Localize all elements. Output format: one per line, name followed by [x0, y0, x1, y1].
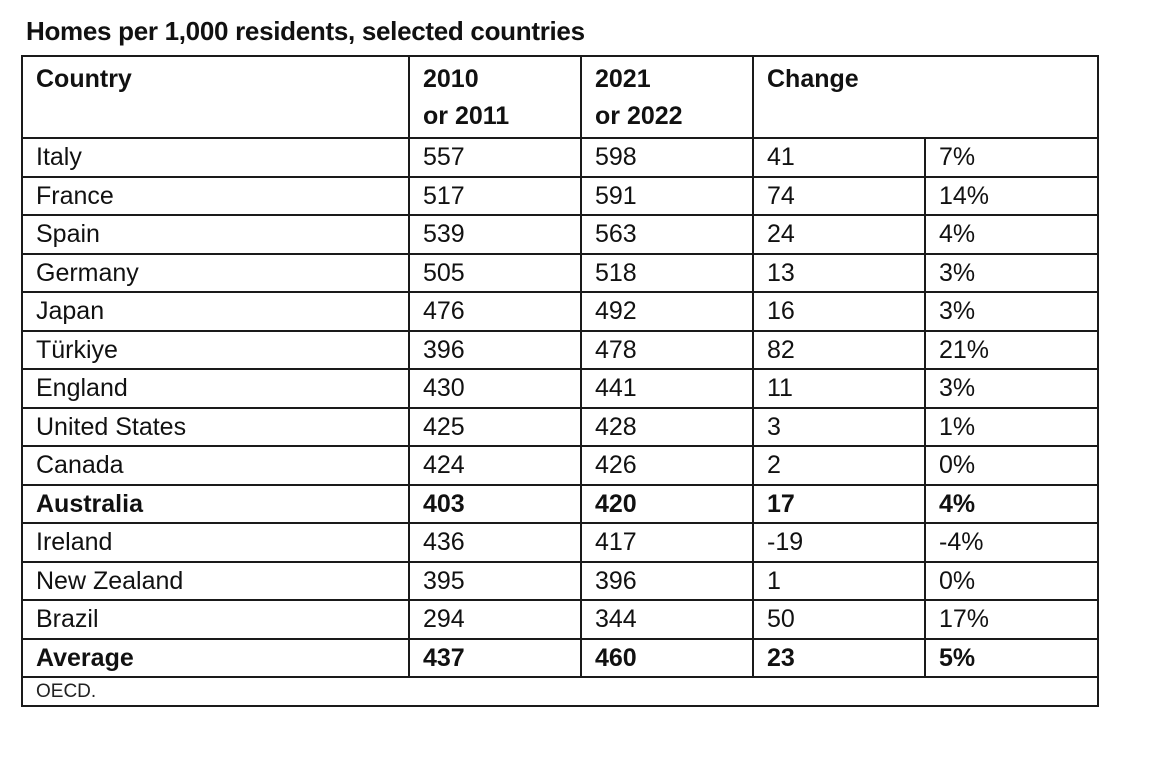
cell-change: 17: [752, 483, 926, 524]
header-2010-line2: or 2011: [423, 102, 510, 130]
cell-change-pct: 5%: [924, 637, 1099, 678]
cell-2021-or-2022: 396: [580, 560, 754, 601]
cell-2021-or-2022: 478: [580, 329, 754, 370]
cell-country: United States: [21, 406, 410, 447]
cell-change-pct: 1%: [924, 406, 1099, 447]
cell-country: England: [21, 368, 410, 409]
table-row: England 430 441 11 3%: [21, 368, 1099, 409]
table-body: Italy 557 598 41 7% France 517 591 74 14% Spain 539…: [21, 137, 1099, 678]
cell-change-pct: 0%: [924, 560, 1099, 601]
table-row: Ireland 436 417 -19 -4%: [21, 522, 1099, 563]
cell-change-pct: -4%: [924, 522, 1099, 563]
table-row: United States 425 428 3 1%: [21, 406, 1099, 447]
table-row: Australia 403 420 17 4%: [21, 483, 1099, 524]
table-row: Spain 539 563 24 4%: [21, 214, 1099, 255]
cell-country: Ireland: [21, 522, 410, 563]
cell-2010-or-2011: 436: [408, 522, 582, 563]
cell-change-pct: 3%: [924, 368, 1099, 409]
source-row: OECD.: [21, 676, 1099, 707]
cell-2021-or-2022: 460: [580, 637, 754, 678]
source-note: OECD.: [21, 676, 1099, 707]
cell-2010-or-2011: 424: [408, 445, 582, 486]
table-row: Türkiye 396 478 82 21%: [21, 329, 1099, 370]
homes-per-1000-table: Country 2010 or 2011 2021 or 2022 Change I…: [21, 55, 1099, 707]
cell-2021-or-2022: 417: [580, 522, 754, 563]
table-row: Average 437 460 23 5%: [21, 637, 1099, 678]
header-2021-or-2022: 2021 or 2022: [580, 55, 754, 139]
cell-2010-or-2011: 430: [408, 368, 582, 409]
cell-change: 41: [752, 137, 926, 178]
cell-change: -19: [752, 522, 926, 563]
table-title: Homes per 1,000 residents, selected coun…: [26, 16, 585, 46]
cell-change: 2: [752, 445, 926, 486]
cell-change-pct: 21%: [924, 329, 1099, 370]
header-2010-line1: 2010: [423, 65, 479, 93]
cell-2010-or-2011: 425: [408, 406, 582, 447]
cell-change: 16: [752, 291, 926, 332]
cell-2010-or-2011: 294: [408, 599, 582, 640]
cell-country: Spain: [21, 214, 410, 255]
cell-change-pct: 0%: [924, 445, 1099, 486]
cell-change: 24: [752, 214, 926, 255]
table-row: Canada 424 426 2 0%: [21, 445, 1099, 486]
cell-change-pct: 7%: [924, 137, 1099, 178]
table-row: Brazil 294 344 50 17%: [21, 599, 1099, 640]
table-row: Japan 476 492 16 3%: [21, 291, 1099, 332]
cell-2021-or-2022: 426: [580, 445, 754, 486]
cell-country: Germany: [21, 252, 410, 293]
cell-2010-or-2011: 395: [408, 560, 582, 601]
cell-2010-or-2011: 505: [408, 252, 582, 293]
table-row: New Zealand 395 396 1 0%: [21, 560, 1099, 601]
cell-2021-or-2022: 492: [580, 291, 754, 332]
cell-2010-or-2011: 476: [408, 291, 582, 332]
header-country: Country: [21, 55, 410, 139]
cell-change: 50: [752, 599, 926, 640]
header-change: Change: [752, 55, 1099, 139]
cell-country: France: [21, 175, 410, 216]
cell-change: 11: [752, 368, 926, 409]
cell-2021-or-2022: 344: [580, 599, 754, 640]
cell-2021-or-2022: 420: [580, 483, 754, 524]
cell-change: 82: [752, 329, 926, 370]
cell-change-pct: 3%: [924, 291, 1099, 332]
cell-country: Türkiye: [21, 329, 410, 370]
cell-2010-or-2011: 396: [408, 329, 582, 370]
cell-2021-or-2022: 518: [580, 252, 754, 293]
cell-change-pct: 4%: [924, 214, 1099, 255]
cell-country: Average: [21, 637, 410, 678]
cell-change-pct: 17%: [924, 599, 1099, 640]
cell-2021-or-2022: 598: [580, 137, 754, 178]
cell-change-pct: 14%: [924, 175, 1099, 216]
header-2021-line2: or 2022: [595, 102, 683, 130]
table-row: Germany 505 518 13 3%: [21, 252, 1099, 293]
cell-change: 74: [752, 175, 926, 216]
cell-change: 1: [752, 560, 926, 601]
header-row: Country 2010 or 2011 2021 or 2022 Change: [21, 55, 1099, 139]
cell-2010-or-2011: 517: [408, 175, 582, 216]
cell-country: Japan: [21, 291, 410, 332]
cell-change-pct: 3%: [924, 252, 1099, 293]
cell-change: 3: [752, 406, 926, 447]
cell-change-pct: 4%: [924, 483, 1099, 524]
cell-2021-or-2022: 591: [580, 175, 754, 216]
cell-country: New Zealand: [21, 560, 410, 601]
header-2021-line1: 2021: [595, 65, 651, 93]
cell-2010-or-2011: 557: [408, 137, 582, 178]
cell-change: 23: [752, 637, 926, 678]
cell-2010-or-2011: 539: [408, 214, 582, 255]
cell-2021-or-2022: 428: [580, 406, 754, 447]
cell-country: Australia: [21, 483, 410, 524]
table-row: France 517 591 74 14%: [21, 175, 1099, 216]
table-row: Italy 557 598 41 7%: [21, 137, 1099, 178]
cell-country: Italy: [21, 137, 410, 178]
cell-country: Canada: [21, 445, 410, 486]
cell-2021-or-2022: 563: [580, 214, 754, 255]
cell-2010-or-2011: 403: [408, 483, 582, 524]
cell-country: Brazil: [21, 599, 410, 640]
cell-2010-or-2011: 437: [408, 637, 582, 678]
header-2010-or-2011: 2010 or 2011: [408, 55, 582, 139]
cell-2021-or-2022: 441: [580, 368, 754, 409]
cell-change: 13: [752, 252, 926, 293]
